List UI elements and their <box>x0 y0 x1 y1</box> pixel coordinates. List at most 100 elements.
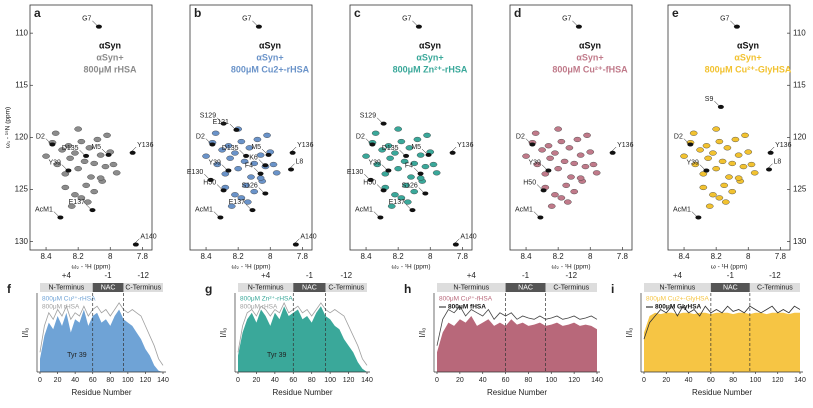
label-leader <box>405 204 412 210</box>
peak <box>562 182 570 188</box>
reference-peak <box>766 167 773 172</box>
x-tick-label: 8.2 <box>393 252 405 261</box>
peak-label: Y39 <box>48 160 61 167</box>
peak-label: D2 <box>516 134 525 141</box>
peak <box>718 158 727 164</box>
panel-frame <box>667 4 791 251</box>
label-leader <box>572 20 578 27</box>
peak <box>410 160 419 167</box>
x-tick-label: 120 <box>772 377 784 384</box>
peak <box>407 174 415 180</box>
peak <box>702 143 711 149</box>
legend-entry: αSyn <box>579 40 601 50</box>
peak-label: M5 <box>91 144 101 151</box>
legend-entry: 800μM Cu²⁺-GlyHSA <box>705 64 792 74</box>
region-bar <box>325 283 367 292</box>
panel-letter: a <box>34 6 41 20</box>
legend-entry: αSyn <box>259 40 281 50</box>
peak <box>71 192 79 198</box>
peak <box>112 170 121 176</box>
legend-entry: 800μM Cu2+-GlyHSA <box>646 296 709 303</box>
label-leader <box>364 173 370 180</box>
label-leader <box>418 187 425 193</box>
label-leader <box>134 238 140 244</box>
x-tick-label: 7.8 <box>137 252 149 261</box>
peak <box>227 203 236 209</box>
peak <box>387 203 396 209</box>
peak <box>402 182 410 188</box>
peak <box>405 145 414 151</box>
label-leader <box>258 187 265 193</box>
x-tick-label: 60 <box>502 377 510 384</box>
region-label: NAC <box>723 284 738 291</box>
y-tick-label: 110 <box>793 28 806 37</box>
peak <box>82 182 90 188</box>
label-leader <box>412 20 418 27</box>
peak <box>560 158 569 164</box>
peak-label: D135 <box>222 145 239 152</box>
region-change: +4 <box>62 271 72 280</box>
panel-letter: b <box>194 6 201 20</box>
peak <box>245 145 254 151</box>
peak <box>586 149 595 155</box>
x-tick-label: 80 <box>106 377 114 384</box>
peak <box>570 189 579 195</box>
peak-label: A140 <box>460 234 476 241</box>
intensity-line <box>643 305 801 340</box>
x-tick-label: 0 <box>236 377 240 384</box>
label-leader <box>53 211 60 217</box>
label-leader <box>252 20 258 27</box>
x-tick-label: 20 <box>456 377 464 384</box>
label-leader <box>216 117 223 123</box>
peak-label: Y39 <box>686 160 699 167</box>
peak <box>728 160 737 167</box>
region-bar <box>92 283 124 292</box>
x-tick-label: 80 <box>308 377 316 384</box>
reference-peak <box>289 150 296 155</box>
peak <box>242 182 250 188</box>
label-leader <box>421 148 428 155</box>
region-bar <box>437 283 506 292</box>
peak <box>101 163 110 170</box>
peak <box>80 158 89 164</box>
peak <box>42 153 50 159</box>
y-axis-label: I/I₀ <box>21 328 30 338</box>
peak <box>567 174 575 180</box>
y-axis-label: I/I₀ <box>219 328 228 338</box>
peak <box>77 195 86 201</box>
peak <box>378 147 386 153</box>
peak <box>77 138 86 145</box>
y-tick-label: 120 <box>793 133 807 142</box>
peak <box>64 143 73 149</box>
peak-label: S126 <box>401 183 417 190</box>
label-leader <box>61 164 68 170</box>
region-label: NAC <box>302 284 317 291</box>
x-tick-label: 8.2 <box>711 252 723 261</box>
peak <box>551 192 559 198</box>
panel-frame <box>509 4 633 251</box>
peak <box>546 155 554 161</box>
peak <box>247 174 255 180</box>
x-tick-label: 60 <box>707 377 715 384</box>
peak <box>231 150 239 156</box>
peak <box>61 184 70 191</box>
legend-entry: αSyn <box>737 40 759 50</box>
peak <box>704 155 712 161</box>
peak <box>416 152 425 158</box>
peak <box>712 126 720 132</box>
peak <box>243 199 252 205</box>
peak <box>90 160 99 167</box>
region-label: N-Terminus <box>453 284 489 291</box>
peak <box>240 158 249 164</box>
peak <box>96 175 105 181</box>
y-tick-label: 125 <box>793 185 807 194</box>
x-tick-label: 7.8 <box>297 252 309 261</box>
label-leader <box>101 148 108 155</box>
x-tick-label: 8.2 <box>73 252 85 261</box>
peak-label: S129 <box>200 113 216 120</box>
peak <box>554 126 562 132</box>
label-leader <box>699 164 706 170</box>
x-tick-label: 8 <box>428 252 433 261</box>
peak <box>269 161 278 168</box>
